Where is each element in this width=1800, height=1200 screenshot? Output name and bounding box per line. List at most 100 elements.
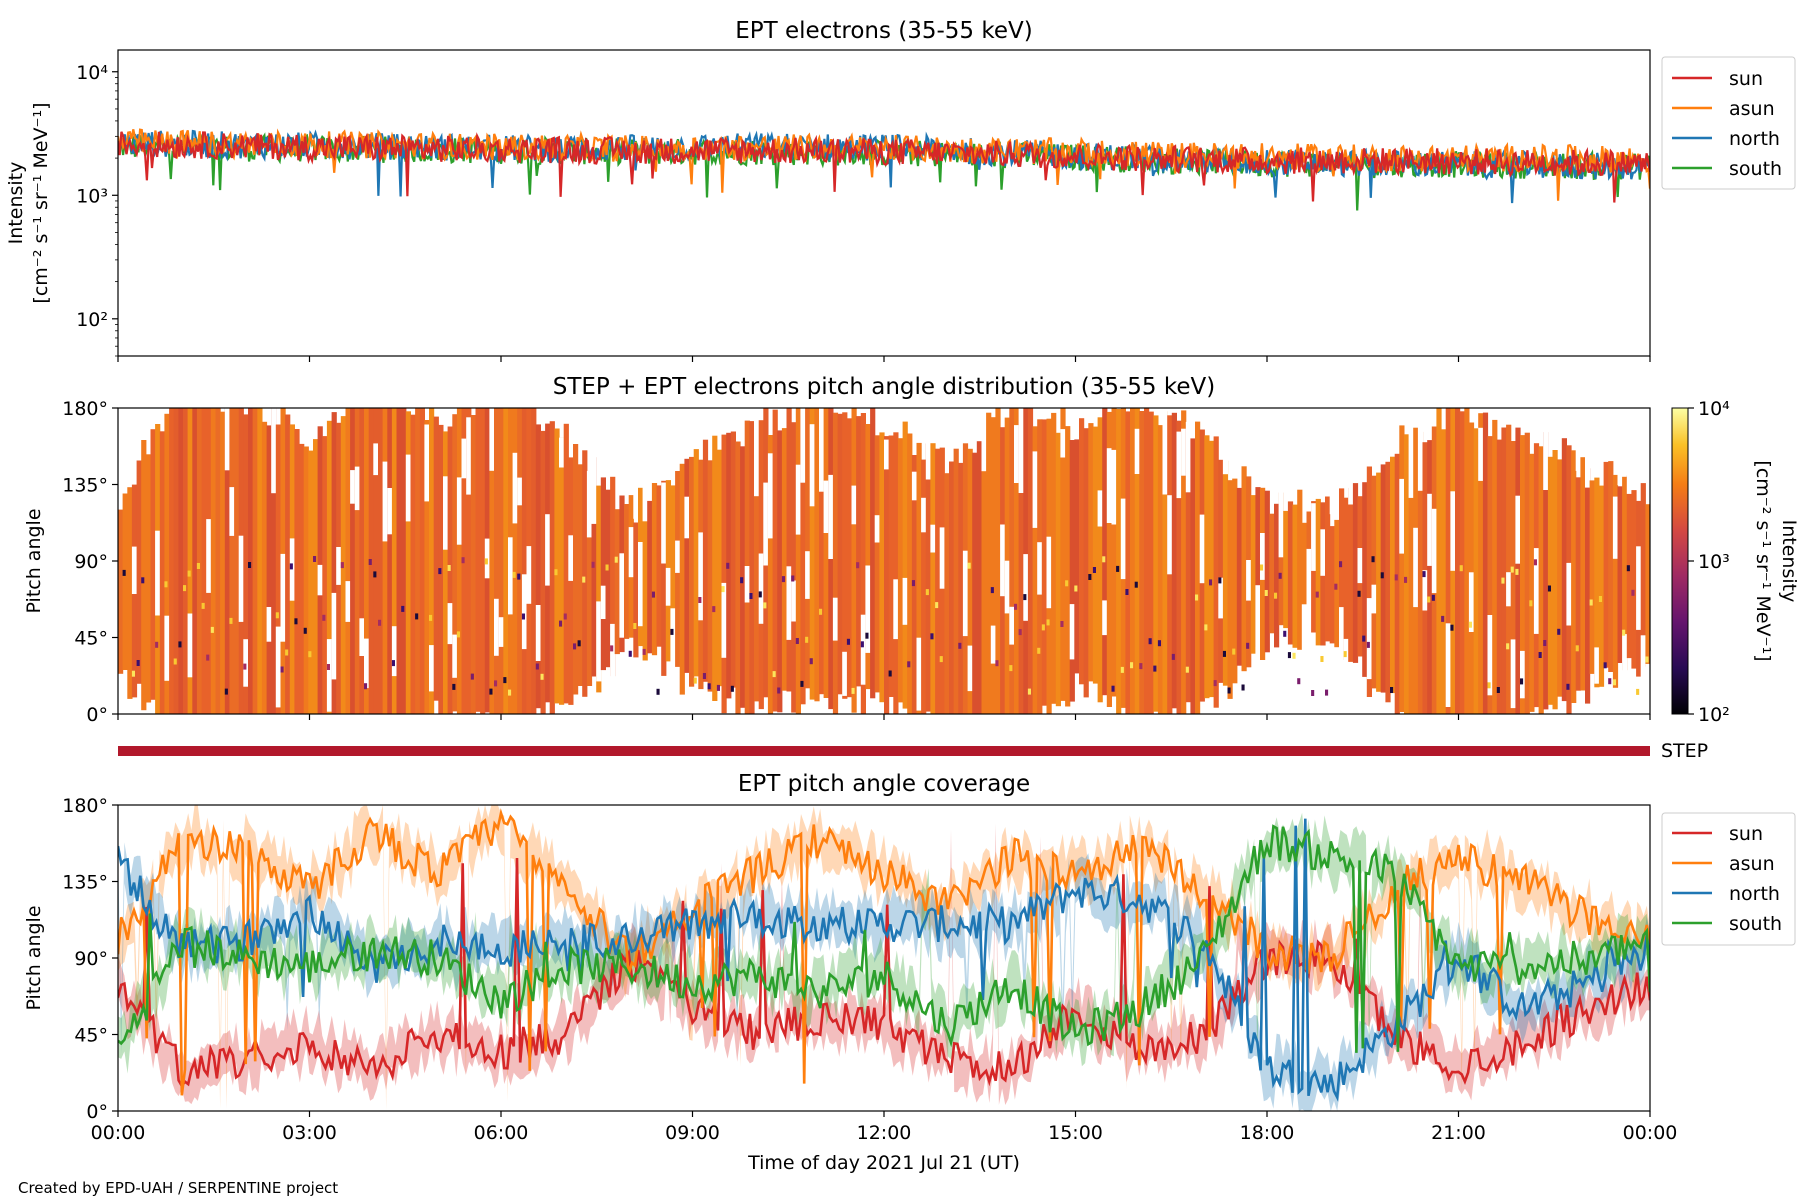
pad-cell [1009,408,1015,714]
pad-speckle [540,673,544,680]
pad-cell [322,436,328,714]
pad-gap [266,607,272,642]
pad-cell [1580,457,1586,691]
coverage-y-axis: 0° 45° 90° 135° 180° [62,795,118,1123]
pad-cell [684,458,690,673]
coverage-legend-label-asun: asun [1729,853,1775,875]
pad-cell [1385,461,1391,703]
pad-speckle [846,638,850,645]
pad-gap [1357,548,1363,584]
pad-gap [1097,490,1103,527]
pad-cell [136,460,142,684]
pad-speckle [1636,688,1640,695]
intensity-ytick-label: 10⁴ [76,62,108,84]
pad-speckle [1195,594,1199,601]
pad-gap [512,452,518,524]
pad-speckle [800,680,804,687]
pad-speckle [939,656,943,663]
pad-cell [1051,412,1057,704]
pad-cell [1640,483,1646,667]
pad-gap [1009,606,1015,645]
pad-cell [1348,487,1354,662]
pad-heatmap [118,408,1650,714]
pad-speckle [122,569,126,576]
pad-speckle [856,562,860,569]
pad-cell [559,437,565,705]
pad-cell [1441,429,1447,714]
pad-cell [740,446,746,708]
coverage-panel: EPT pitch angle coverage 0° 45° 90° 135° 180… [23,771,1796,1174]
pad-speckle [958,642,962,649]
pad-cell [178,408,184,714]
pad-gap [1255,585,1261,671]
pad-speckle [1626,565,1630,572]
pad-gap [238,535,244,622]
pad-cell [145,454,152,703]
pad-gap [1218,577,1224,619]
pad-cell [243,414,249,714]
pad-speckle [1334,583,1338,590]
pad-cell [1176,420,1182,714]
pad-gap [670,608,676,680]
pad-cell [285,414,291,714]
pad-gap [767,453,774,539]
pad-cell [275,424,281,714]
coverage-xtick-label: 00:00 [91,1122,146,1144]
pad-speckle [1274,592,1278,599]
pad-speckle [1287,652,1291,659]
pad-speckle [1612,679,1616,686]
pad-cell [364,408,370,714]
pad-cell [693,449,699,677]
pad-cell [192,408,198,714]
pad-speckle [1232,648,1236,655]
pad-gap [884,439,890,470]
pad-gap [345,581,351,622]
pad-gap [967,645,973,692]
pad-speckle [1598,596,1602,602]
pad-speckle [721,586,725,593]
pad-cell [252,408,258,714]
pad-cell [981,437,987,714]
pad-cell [1148,411,1154,714]
pad-cell [1232,478,1238,684]
pad-gap [981,408,987,472]
pad-cell [1069,440,1075,702]
pad-gap [1520,650,1526,699]
pad-gap [1515,495,1521,564]
pad-cell [573,444,579,695]
pad-cell [1134,408,1140,714]
pad-speckle [489,688,493,695]
pad-speckle [517,573,521,580]
pad-gap [1427,493,1433,566]
pad-gap [1014,425,1020,483]
pad-cell [150,429,156,700]
pad-gap [271,408,277,494]
pad-ytick-label: 90° [74,551,108,573]
pad-cell [498,408,504,714]
pad-gap [1348,465,1354,505]
pad-cell [925,443,931,712]
pad-gap [206,519,212,593]
step-bar-label: STEP [1661,740,1708,762]
pad-speckle [313,556,317,562]
pad-gap [317,564,323,596]
pad-speckle [1222,650,1226,657]
pad-cell [1181,410,1187,714]
pad-speckle [243,663,247,670]
pad-cell [642,506,648,661]
pad-gap [1167,495,1173,575]
pad-cell [489,408,495,714]
pad-gap [1162,408,1168,495]
pad-cell [1092,426,1099,684]
pad-cell [577,464,583,686]
legend-label-asun: asun [1729,98,1775,120]
pad-cell [805,408,811,689]
pad-cell [401,408,407,714]
pad-cell [540,430,546,714]
pad-speckle [183,585,187,592]
pad-gap [939,527,945,589]
pad-speckle [935,602,939,609]
pad-speckle [930,633,934,640]
pad-cell [1445,408,1451,714]
pad-speckle [1014,603,1018,610]
